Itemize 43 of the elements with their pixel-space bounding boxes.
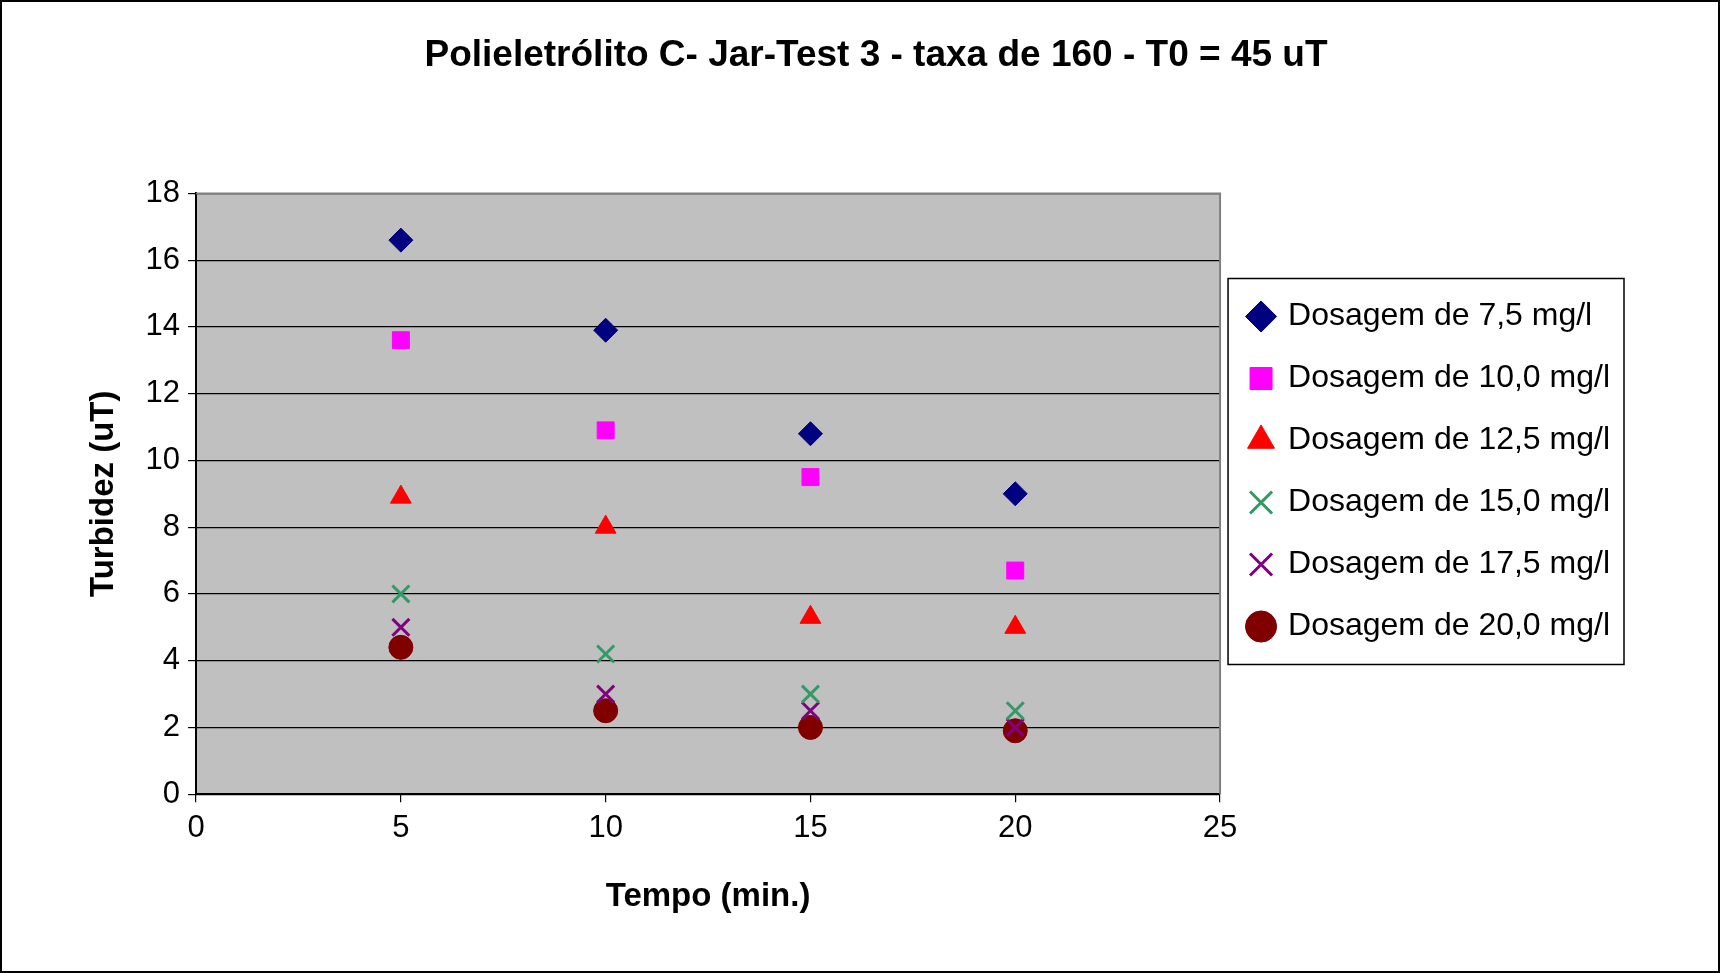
x-tick-label: 15 xyxy=(793,809,828,845)
legend-label: Dosagem de 17,5 mg/l xyxy=(1288,544,1610,581)
y-tick-label: 6 xyxy=(162,574,181,610)
point xyxy=(390,583,411,604)
legend-label: Dosagem de 10,0 mg/l xyxy=(1288,358,1610,395)
point xyxy=(595,644,616,664)
y-tick-label: 14 xyxy=(145,307,181,343)
x-tick-label: 25 xyxy=(1202,809,1238,845)
y-tick-label: 12 xyxy=(145,374,181,410)
legend-label: Dosagem de 15,0 mg/l xyxy=(1288,482,1610,519)
point xyxy=(596,421,615,440)
y-tick-label: 16 xyxy=(145,240,181,276)
legend-label: Dosagem de 7,5 mg/l xyxy=(1288,296,1593,333)
point xyxy=(388,227,414,253)
point xyxy=(801,468,820,487)
x-tick-label: 20 xyxy=(998,809,1033,845)
y-axis-title: Turbidez (uT) xyxy=(82,390,120,598)
point xyxy=(595,684,616,705)
point xyxy=(797,714,823,740)
y-tick-label: 4 xyxy=(162,641,181,677)
point xyxy=(1005,700,1026,721)
point xyxy=(593,698,619,724)
point xyxy=(797,421,823,447)
y-tick-label: 10 xyxy=(145,440,181,476)
x-tick-label: 10 xyxy=(588,809,623,845)
legend-label: Dosagem de 20,0 mg/l xyxy=(1288,606,1610,643)
point xyxy=(1006,561,1025,580)
legend-label: Dosagem de 12,5 mg/l xyxy=(1288,420,1610,457)
x-tick-label: 5 xyxy=(392,809,410,845)
point xyxy=(390,617,411,638)
point xyxy=(593,317,619,343)
point xyxy=(800,684,821,705)
point xyxy=(391,331,410,350)
y-tick-label: 18 xyxy=(145,173,181,209)
x-axis-title: Tempo (min.) xyxy=(605,876,811,914)
y-tick-label: 2 xyxy=(162,707,181,743)
point xyxy=(800,700,821,721)
point xyxy=(1002,481,1028,507)
x-tick-label: 0 xyxy=(187,809,205,845)
point xyxy=(388,634,414,660)
y-tick-label: 8 xyxy=(162,507,181,543)
chart-title: Polieletrólito C- Jar-Test 3 - taxa de 160 - T0 = 45 uT xyxy=(424,33,1328,75)
y-tick-label: 0 xyxy=(162,774,181,810)
